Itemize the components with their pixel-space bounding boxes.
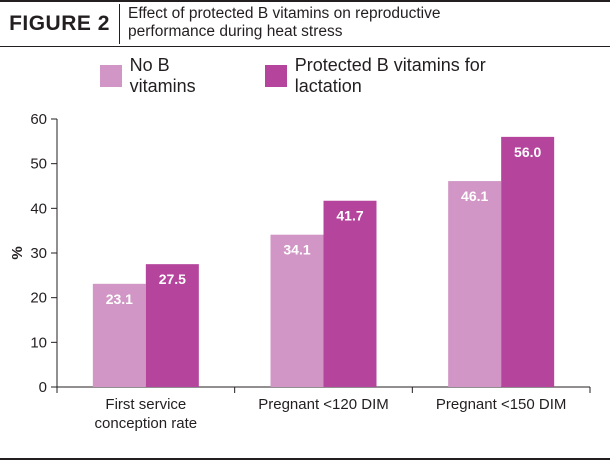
top-rule [0, 0, 610, 2]
category-label-1: First service conception rate [95, 396, 198, 432]
chart-legend: No B vitamins Protected B vitamins for l… [100, 55, 580, 96]
legend-item-series-2: Protected B vitamins for lactation [265, 55, 554, 97]
figure-title-line-1: Effect of protected B vitamins on reprod… [128, 5, 441, 22]
legend-label-series-1: No B vitamins [129, 55, 196, 96]
bar-series-1-cat-2 [270, 234, 324, 387]
data-label-series-2-cat-1: 27.5 [159, 271, 186, 287]
category-label-1-line-2: conception rate [95, 415, 198, 432]
category-label-2-line-1: Pregnant <120 DIM [258, 396, 389, 413]
bar-series-1-cat-1 [92, 283, 146, 387]
y-tick-label-40: 40 [30, 200, 47, 217]
bar-series-2-cat-2 [323, 200, 377, 387]
legend-swatch-series-1 [100, 65, 122, 87]
figure-title-line-2: performance during heat stress [128, 23, 343, 40]
y-tick-label-10: 10 [30, 334, 47, 351]
bar-series-1-cat-3 [448, 181, 502, 387]
bar-series-2-cat-3 [501, 136, 555, 387]
data-label-series-1-cat-2: 34.1 [283, 242, 310, 258]
y-tick-label-20: 20 [30, 290, 47, 307]
y-tick-label-50: 50 [30, 156, 47, 173]
category-label-3-line-1: Pregnant <150 DIM [436, 396, 567, 413]
bar-series-2-cat-1 [145, 264, 199, 387]
category-label-2: Pregnant <120 DIM [258, 396, 389, 413]
category-label-3: Pregnant <150 DIM [436, 396, 567, 413]
legend-item-series-1: No B vitamins [100, 55, 239, 97]
data-label-series-1-cat-1: 23.1 [106, 291, 133, 307]
figure-title: Effect of protected B vitamins on reprod… [128, 5, 598, 41]
figure-label: FIGURE 2 [9, 12, 110, 35]
legend-label-series-2: Protected B vitamins for lactation [294, 55, 486, 96]
y-tick-label-60: 60 [30, 111, 47, 128]
header-rule [0, 46, 610, 47]
data-label-series-1-cat-3: 46.1 [461, 188, 488, 204]
bottom-rule [0, 458, 610, 460]
legend-swatch-series-2 [265, 65, 287, 87]
header-divider [119, 4, 120, 44]
y-tick-label-0: 0 [39, 379, 47, 396]
data-label-series-2-cat-2: 41.7 [336, 208, 363, 224]
category-label-1-line-1: First service [105, 396, 186, 413]
data-label-series-2-cat-3: 56.0 [514, 144, 541, 160]
y-axis-label: % [9, 246, 26, 259]
y-tick-label-30: 30 [30, 245, 47, 262]
